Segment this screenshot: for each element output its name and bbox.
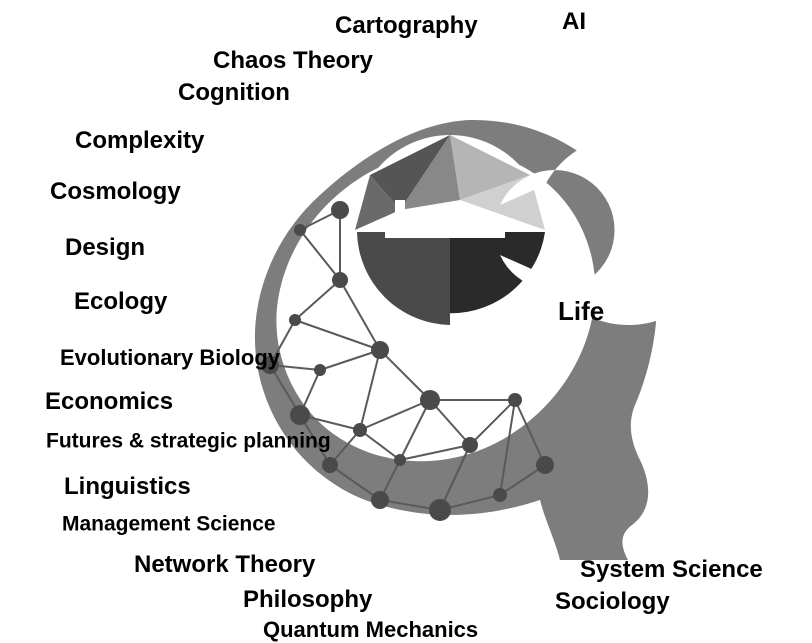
- label-quantum: Quantum Mechanics: [263, 619, 478, 641]
- label-complexity: Complexity: [75, 129, 204, 153]
- label-economics: Economics: [45, 390, 173, 414]
- label-linguistics: Linguistics: [64, 475, 191, 499]
- label-ai: AI: [562, 10, 586, 34]
- network-node: [493, 488, 507, 502]
- network-node: [462, 437, 478, 453]
- label-ecology: Ecology: [74, 290, 167, 314]
- network-node: [290, 405, 310, 425]
- network-node: [353, 423, 367, 437]
- label-systemsci: System Science: [580, 558, 763, 582]
- mind-graphic: [0, 0, 812, 643]
- network-node: [289, 314, 301, 326]
- network-node: [332, 272, 348, 288]
- network-node: [508, 393, 522, 407]
- network-node: [429, 499, 451, 521]
- label-life: Life: [558, 298, 604, 324]
- network-node: [536, 456, 554, 474]
- network-node: [294, 224, 306, 236]
- label-mgmt: Management Science: [62, 514, 276, 535]
- label-sociology: Sociology: [555, 590, 670, 614]
- label-cosmology: Cosmology: [50, 180, 181, 204]
- network-node: [420, 390, 440, 410]
- label-cartography: Cartography: [335, 14, 478, 38]
- network-node: [322, 457, 338, 473]
- network-node: [331, 201, 349, 219]
- label-cognition: Cognition: [178, 81, 290, 105]
- label-design: Design: [65, 236, 145, 260]
- network-node: [314, 364, 326, 376]
- label-evobio: Evolutionary Biology: [60, 347, 280, 369]
- network-node: [394, 454, 406, 466]
- label-futures: Futures & strategic planning: [46, 431, 331, 452]
- network-node: [371, 341, 389, 359]
- label-network: Network Theory: [134, 553, 315, 577]
- network-node: [371, 491, 389, 509]
- label-chaos: Chaos Theory: [213, 49, 373, 73]
- label-philosophy: Philosophy: [243, 588, 372, 612]
